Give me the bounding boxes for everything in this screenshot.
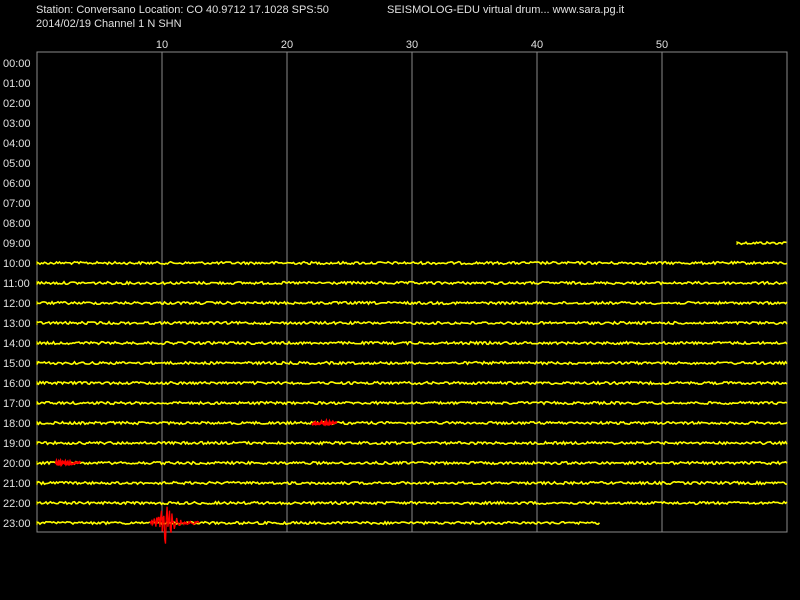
hour-label: 21:00 [3, 478, 31, 490]
hour-label: 03:00 [3, 118, 31, 130]
trace-1700 [36, 400, 788, 406]
hour-label: 20:00 [3, 458, 31, 470]
hour-label: 17:00 [3, 398, 31, 410]
hour-label: 07:00 [3, 198, 31, 210]
hour-label: 08:00 [3, 218, 31, 230]
grid-lines [36, 51, 788, 533]
hour-label: 04:00 [3, 138, 31, 150]
hour-label: 02:00 [3, 98, 31, 110]
hour-label: 09:00 [3, 238, 31, 250]
event-2300 [149, 506, 200, 544]
hour-label: 13:00 [3, 318, 31, 330]
x-tick-label: 50 [656, 39, 668, 51]
trace-1300 [36, 320, 788, 326]
hour-label: 14:00 [3, 338, 31, 350]
trace-2100 [36, 480, 788, 486]
trace-1400 [36, 340, 788, 346]
hour-label: 12:00 [3, 298, 31, 310]
trace-lines [36, 240, 788, 526]
x-tick-label: 10 [156, 39, 168, 51]
hour-label: 23:00 [3, 518, 31, 530]
event-2000 [54, 457, 82, 468]
hour-label: 06:00 [3, 178, 31, 190]
x-tick-label: 30 [406, 39, 418, 51]
trace-1100 [36, 280, 788, 286]
event-1800 [311, 417, 338, 427]
hour-label: 00:00 [3, 58, 31, 70]
drum-title: SEISMOLOG-EDU virtual drum... www.sara.p… [387, 4, 625, 16]
trace-2200 [36, 500, 788, 506]
hour-label: 18:00 [3, 418, 31, 430]
x-tick-label: 40 [531, 39, 543, 51]
hour-labels: 00:00 01:00 02:00 03:00 04:00 05:00 06:00 07:00… [3, 58, 31, 530]
trace-1200 [36, 300, 788, 306]
event-traces [54, 417, 338, 544]
trace-2000 [36, 460, 788, 466]
date-channel-info: 2014/02/19 Channel 1 N SHN [36, 18, 182, 30]
hour-label: 05:00 [3, 158, 31, 170]
hour-label: 11:00 [3, 278, 30, 290]
hour-label: 22:00 [3, 498, 31, 510]
station-info: Station: Conversano Location: CO 40.9712… [36, 4, 329, 16]
trace-0900 [736, 240, 787, 246]
trace-2300 [36, 520, 601, 526]
x-tick-label: 20 [281, 39, 293, 51]
hour-label: 01:00 [3, 78, 31, 90]
trace-1800 [36, 420, 788, 426]
hour-label: 16:00 [3, 378, 31, 390]
hour-label: 19:00 [3, 438, 31, 450]
x-tick-labels: 10 20 30 40 50 [156, 39, 668, 51]
trace-1000 [36, 260, 788, 266]
hour-label: 15:00 [3, 358, 31, 370]
trace-1500 [36, 360, 788, 366]
trace-1900 [36, 440, 788, 446]
trace-1600 [36, 380, 788, 386]
hour-label: 10:00 [3, 258, 31, 270]
